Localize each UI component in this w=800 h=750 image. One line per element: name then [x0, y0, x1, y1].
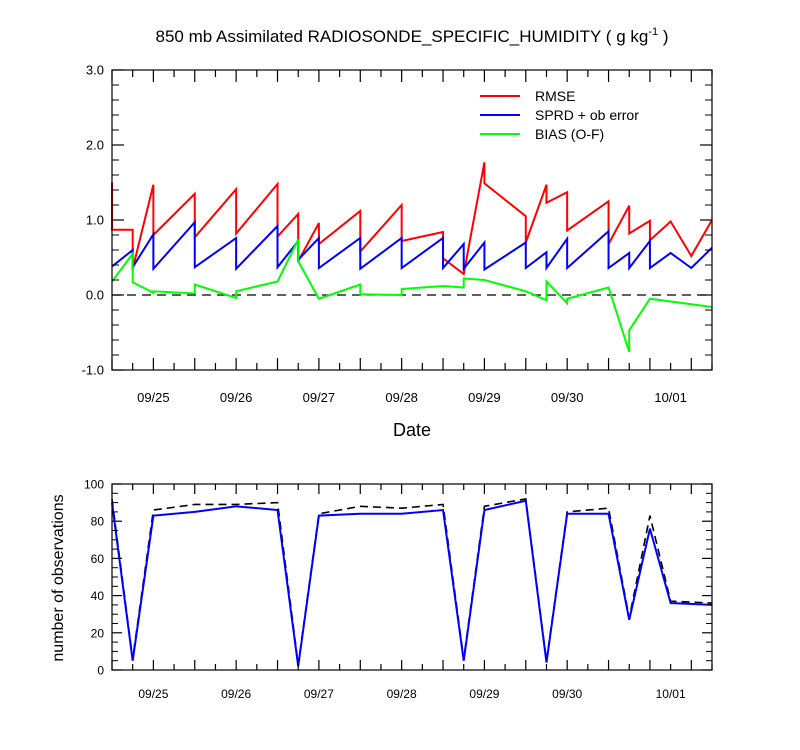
- y-tick-label: 2.0: [86, 138, 104, 153]
- bottom-plot-frame: [111, 483, 713, 671]
- y-tick-label: 20: [91, 626, 105, 640]
- legend-label: SPRD + ob error: [535, 107, 639, 123]
- x-tick-label: 09/25: [138, 687, 168, 701]
- bottom-ticks-group: 0 20 40 60 80 100 09/25 09/26 09/27 09/28 09/29 09/…: [84, 478, 713, 701]
- y-tick-label: 40: [91, 589, 105, 603]
- x-tick-label: 09/30: [552, 687, 582, 701]
- x-tick-label: 09/30: [551, 390, 584, 405]
- y-tick-label: -1.0: [82, 363, 104, 378]
- x-tick-label: 09/28: [385, 390, 418, 405]
- x-tick-label: 09/26: [220, 390, 253, 405]
- bottom-plot: 0 20 40 60 80 100 09/25 09/26 09/27 09/28 09/29 09/…: [50, 478, 713, 701]
- x-tick-label: 09/25: [137, 390, 170, 405]
- chart-title-main: 850 mb Assimilated RADIOSONDE_SPECIFIC_H…: [156, 27, 649, 46]
- y-tick-label: 0.0: [86, 288, 104, 303]
- x-axis-label: Date: [393, 420, 431, 440]
- x-tick-label: 09/27: [303, 390, 336, 405]
- y-tick-label: 1.0: [86, 213, 104, 228]
- x-tick-label: 09/27: [304, 687, 334, 701]
- x-tick-label: 09/29: [468, 390, 501, 405]
- bottom-series-group: [111, 497, 713, 667]
- y-tick-label: 100: [84, 478, 104, 492]
- y-tick-label: 60: [91, 552, 105, 566]
- x-tick-label: 10/01: [654, 390, 687, 405]
- chart-title-end: ): [658, 27, 668, 46]
- series-line-sprd-ob-error: [111, 219, 713, 272]
- x-tick-label: 10/01: [656, 687, 686, 701]
- series-line-observations-solid: [111, 499, 713, 667]
- top-series-group: [111, 162, 713, 353]
- y-tick-label: 3.0: [86, 63, 104, 78]
- top-ticks-group: -1.0 0.0 1.0 2.0 3.0 09/25 09/26 09/27 09/28 09/2…: [82, 63, 713, 405]
- x-tick-label: 09/26: [221, 687, 251, 701]
- legend: RMSE SPRD + ob error BIAS (O-F): [480, 88, 639, 142]
- y-axis-label-observations: number of observations: [50, 494, 67, 661]
- series-line-rmse: [111, 162, 713, 276]
- y-tick-label: 80: [91, 515, 105, 529]
- x-tick-label: 09/28: [387, 687, 417, 701]
- top-plot: -1.0 0.0 1.0 2.0 3.0 09/25 09/26 09/27 09/28 09/2…: [82, 63, 713, 440]
- top-plot-frame: [111, 69, 713, 371]
- chart-title-superscript: -1: [648, 26, 658, 38]
- series-line-bias-o-f: [111, 239, 713, 353]
- legend-label: RMSE: [535, 88, 575, 104]
- y-tick-label: 0: [97, 664, 104, 678]
- x-tick-label: 09/29: [469, 687, 499, 701]
- chart-title: 850 mb Assimilated RADIOSONDE_SPECIFIC_H…: [156, 26, 669, 46]
- legend-label: BIAS (O-F): [535, 126, 604, 142]
